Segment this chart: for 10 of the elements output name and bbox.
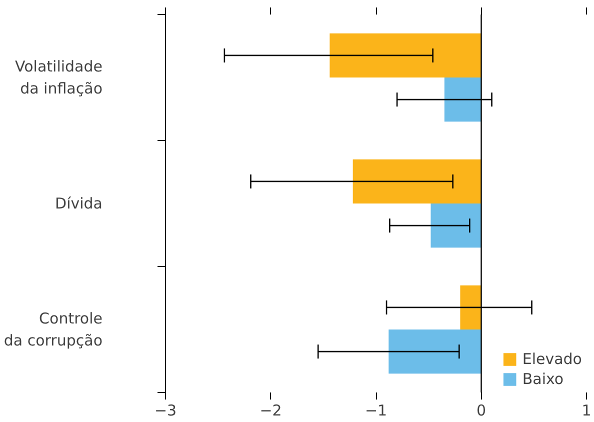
legend-label: Elevado (522, 350, 582, 368)
x-tick-label: −2 (260, 402, 282, 420)
y-tick-label: Volatilidade da inflação (15, 58, 103, 98)
x-tick-label: 1 (582, 402, 592, 420)
y-tick-label: Dívida (55, 194, 103, 212)
x-tick-label: −3 (154, 402, 177, 420)
x-tick-label: −1 (364, 402, 388, 420)
y-tick-label: Controle da corrupção (4, 310, 103, 350)
x-tick-label: 0 (476, 402, 486, 420)
legend-label: Baixo (522, 370, 564, 388)
